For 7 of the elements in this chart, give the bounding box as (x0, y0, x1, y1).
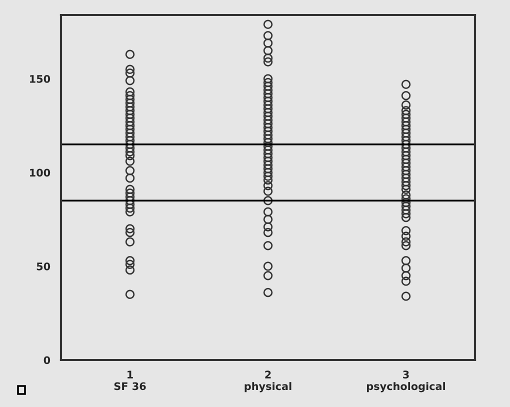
y-tick-label: 50 (36, 262, 50, 270)
y-tick-label: 150 (30, 74, 50, 83)
y-tick-label: 0 (44, 356, 50, 364)
x-tick-label: 1 SF 36 (114, 370, 146, 390)
y-tick-label: 100 (30, 168, 50, 177)
x-tick-label: 3 psychological (367, 370, 445, 392)
x-tick-label: 2 physical (244, 370, 292, 392)
